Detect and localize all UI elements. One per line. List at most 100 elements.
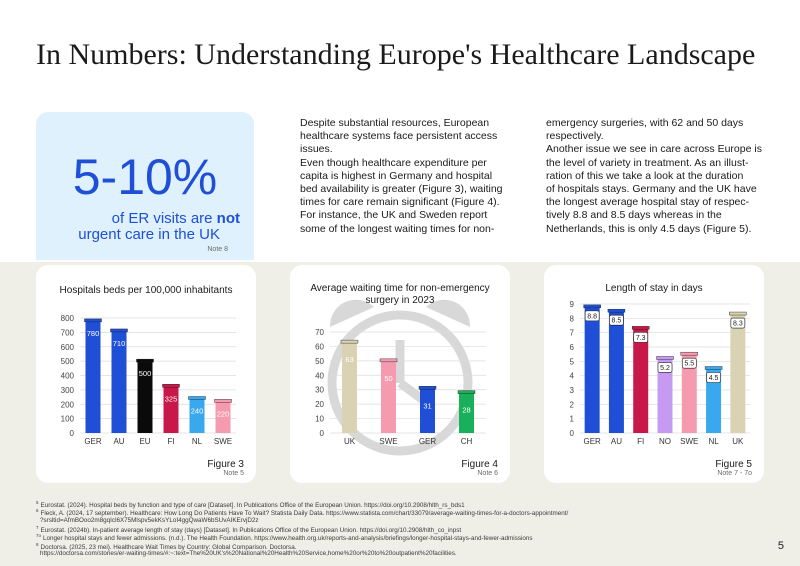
y-tick-label: 0	[320, 429, 325, 438]
body-line: bed availability is greater (Figure 3), …	[300, 183, 503, 196]
body-line: times for care remain significant (Figur…	[300, 196, 500, 209]
chart-length-of-stay: 0 1 2 3 4 5 6 7 8 9 GER 8.8 AU 8.5 FI 7.3 NO 5.2 SWE 5.5 NL 4…	[570, 300, 750, 446]
figure-label: Figure 4	[461, 459, 498, 470]
x-tick-label: AU	[113, 437, 124, 446]
stat-value: 5-10%	[72, 149, 218, 205]
footnote-number: 5	[36, 500, 39, 505]
y-tick-label: 4	[570, 372, 575, 381]
body-line: healthcare systems face persistent acces…	[300, 130, 498, 143]
footnote: 5 Eurostat. (2024). Hospital beds by func…	[36, 500, 465, 509]
stat-caption-line1: of ER visits are not	[36, 210, 240, 227]
data-label: 780	[87, 329, 100, 338]
footnote-text: Eurostat. (2024). Hospital beds by funct…	[40, 502, 465, 510]
y-tick-label: 0	[70, 429, 75, 438]
page-title: In Numbers: Understanding Europe's Healt…	[36, 38, 756, 71]
x-tick-label: NO	[659, 437, 671, 446]
data-label: 28	[462, 406, 470, 415]
y-tick-label: 6	[570, 343, 575, 352]
body-line: capita is highest in Germany and hospita…	[300, 169, 493, 182]
x-tick-label: GER	[583, 437, 601, 446]
body-line: Another issue we see in care across Euro…	[546, 143, 762, 156]
footnote-text: https://doctorsa.com/stories/er-waiting-…	[40, 549, 457, 557]
x-tick-label: EU	[139, 437, 150, 446]
body-column-1: Despite substantial resources, European …	[300, 117, 525, 236]
bar-cap	[136, 358, 154, 363]
y-tick-label: 9	[570, 300, 575, 309]
data-label-box	[584, 310, 600, 322]
bar-swe	[381, 360, 396, 433]
data-label: 31	[423, 401, 431, 410]
y-tick-label: 300	[61, 386, 75, 395]
y-tick-label: 70	[315, 328, 324, 337]
alarm-clock-icon	[327, 299, 473, 456]
x-tick-label: FI	[167, 437, 174, 446]
footnote: 6 Fleck, A. (2024, 17 september). Healthc…	[36, 508, 568, 517]
x-tick-label: FI	[637, 437, 644, 446]
chart-hospital-beds: 0 100 200 300 400 500 600 700 800 GER 780 AU 710 EU 50…	[61, 314, 236, 446]
figure-note: Note 6	[477, 470, 498, 477]
x-tick-label: SWE	[214, 437, 232, 446]
bar-ger	[85, 320, 101, 433]
stat-note: Note 8	[207, 246, 228, 253]
bar-cap	[607, 308, 626, 313]
body-line: some of the longest waiting times for no…	[300, 222, 495, 235]
page-number: 5	[777, 540, 784, 552]
data-label: 8.3	[733, 321, 743, 328]
x-tick-label: NL	[192, 437, 203, 446]
y-tick-label: 700	[61, 328, 75, 337]
body-line: the longest average hospital stay of res…	[546, 196, 750, 209]
data-label-box	[681, 357, 697, 369]
y-tick-label: 2	[570, 400, 575, 409]
x-tick-label: SWE	[379, 437, 397, 446]
bar-cap	[214, 399, 232, 403]
data-label: 5.2	[660, 365, 670, 372]
x-tick-label: GER	[84, 437, 102, 446]
y-tick-label: 60	[315, 342, 324, 351]
bar-cap	[110, 328, 128, 333]
bar-cap	[729, 311, 747, 316]
bar-cap	[162, 384, 180, 388]
y-tick-label: 50	[315, 357, 324, 366]
x-tick-label: NL	[708, 437, 719, 446]
chart-title: Average waiting time for non-emergency s…	[310, 283, 490, 306]
data-label-box	[706, 372, 721, 383]
y-tick-label: 7	[570, 329, 575, 338]
y-tick-label: 200	[61, 400, 75, 409]
stat-caption-text: of ER visits are	[111, 210, 217, 227]
stat-caption-line2: urgent care in the UK	[78, 226, 220, 243]
data-label-box	[730, 317, 746, 329]
data-label: 240	[191, 407, 204, 416]
bar-cap	[632, 326, 650, 330]
footnote: 8 Doctorsa. (2025, 23 mei). Healthcare Wa…	[36, 542, 296, 551]
bar-ger	[584, 306, 600, 433]
bar-au	[111, 330, 127, 433]
stat-caption-emphasis: not	[216, 210, 240, 227]
data-label: 50	[384, 374, 392, 383]
footnote: https://doctorsa.com/stories/er-waiting-…	[36, 550, 457, 557]
footnote-text: Doctorsa. (2025, 23 mei). Healthcare Wai…	[40, 543, 297, 551]
body-line: respectively.	[546, 130, 604, 143]
footnote-number: 6	[36, 508, 39, 514]
bar-ch	[459, 392, 474, 433]
body-column-2: emergency surgeries, with 62 and 50 days…	[546, 117, 776, 236]
bar-nl	[189, 398, 205, 433]
y-tick-label: 10	[315, 415, 324, 424]
x-tick-label: AU	[611, 437, 622, 446]
chart-card-waiting-time: Average waiting time for non-emergency s…	[290, 265, 510, 483]
footnote-number: 7	[36, 524, 39, 530]
y-tick-label: 3	[570, 386, 575, 395]
body-line: ration of this we take a look at the dur…	[546, 169, 744, 182]
chart-waiting-time: 0 10 20 30 40 50 60 70 UK 63 SWE 50 GER 31 CH 28	[315, 328, 486, 446]
body-line: emergency surgeries, with 62 and 50 days	[546, 117, 744, 129]
bar-fi	[163, 386, 179, 433]
footnote: 7 Eurostat. (2024b). In-patient average l…	[36, 525, 461, 534]
footnote: 7o Longer hospital stays and fewer admiss…	[36, 533, 533, 542]
data-label-box	[609, 314, 624, 326]
figure-label: Figure 5	[715, 459, 752, 470]
bar-cap	[188, 396, 206, 400]
y-tick-label: 30	[315, 386, 324, 395]
footnote: ?srsltid=AfmBOoo2m8gqIcl6X75Mlspv5ekKsYL…	[36, 517, 259, 524]
y-tick-label: 1	[570, 415, 575, 424]
bar-cap	[680, 351, 698, 356]
data-label-box	[633, 332, 649, 343]
